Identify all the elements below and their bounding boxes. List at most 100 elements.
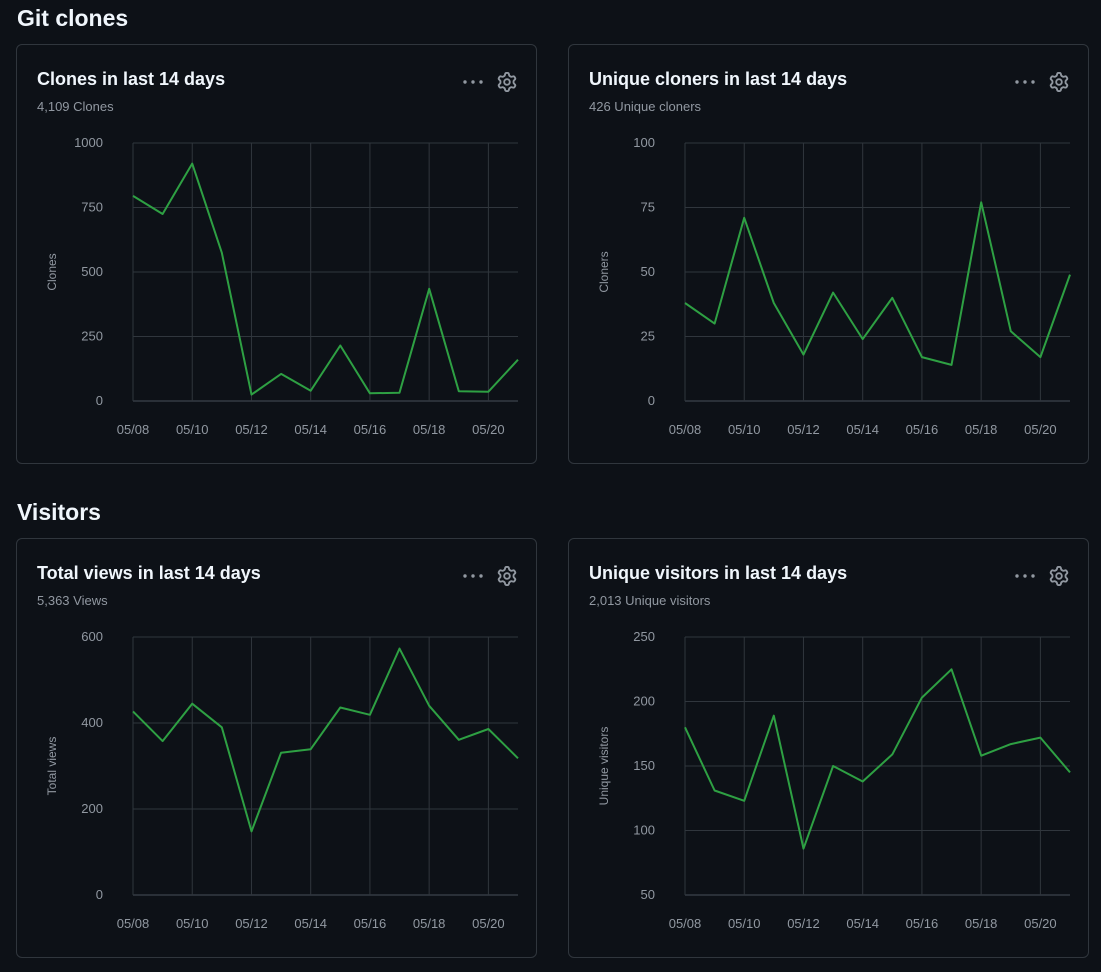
data-point (516, 358, 520, 362)
unique-visitors-card: Unique visitors in last 14 days 2,013 Un… (568, 538, 1089, 958)
gear-icon (497, 566, 517, 586)
x-tick-label: 05/12 (787, 422, 820, 437)
data-point (683, 725, 687, 729)
data-point (890, 752, 894, 756)
card-title: Clones in last 14 days (37, 69, 226, 89)
data-point (161, 739, 165, 743)
data-point (861, 337, 865, 341)
card-title: Unique cloners in last 14 days (589, 69, 848, 89)
data-point (950, 363, 954, 367)
data-point (249, 393, 253, 397)
chart-settings-button[interactable] (1046, 563, 1072, 589)
kebab-horizontal-icon (463, 80, 483, 84)
y-tick-label: 150 (633, 758, 655, 773)
series-line (132, 647, 519, 833)
y-tick-label: 25 (641, 329, 655, 344)
data-point (190, 162, 194, 166)
x-tick-label: 05/16 (906, 916, 939, 931)
total-views-card: Total views in last 14 days 5,363 Views … (16, 538, 537, 958)
gear-icon (497, 72, 517, 92)
card-subtitle: 2,013 Unique visitors (589, 593, 711, 608)
data-point (338, 344, 342, 348)
data-point (861, 779, 865, 783)
kebab-horizontal-icon (1015, 574, 1035, 578)
series-line (684, 668, 1071, 850)
data-point (1009, 742, 1013, 746)
data-point (801, 353, 805, 357)
chart-settings-button[interactable] (1046, 69, 1072, 95)
data-point (279, 372, 283, 376)
data-point (772, 714, 776, 718)
x-tick-label: 05/14 (294, 916, 327, 931)
series-line (132, 162, 519, 396)
data-point (713, 322, 717, 326)
y-tick-label: 400 (81, 715, 103, 730)
data-point (831, 291, 835, 295)
x-tick-label: 05/08 (117, 916, 150, 931)
x-tick-label: 05/18 (965, 422, 998, 437)
x-tick-label: 05/14 (846, 422, 879, 437)
data-point (1068, 273, 1072, 277)
unique-cloners-line-chart: 0 25 50 75 100 05/08 05/10 05/12 05/14 05/16 05/18… (597, 135, 1072, 437)
data-point (398, 391, 402, 395)
section-title-visitors: Visitors (17, 499, 101, 525)
data-point (683, 301, 687, 305)
x-tick-label: 05/18 (413, 422, 446, 437)
data-point (801, 847, 805, 851)
gear-icon (1049, 566, 1069, 586)
more-options-button[interactable] (1012, 69, 1038, 95)
y-tick-label: 600 (81, 629, 103, 644)
gear-icon (1049, 72, 1069, 92)
more-options-button[interactable] (1012, 563, 1038, 589)
y-tick-label: 0 (96, 393, 103, 408)
data-point (486, 390, 490, 394)
y-tick-label: 500 (81, 264, 103, 279)
y-tick-label: 100 (633, 823, 655, 838)
data-point (279, 751, 283, 755)
data-point (486, 727, 490, 731)
data-point (516, 756, 520, 760)
x-tick-label: 05/20 (472, 422, 505, 437)
data-point (190, 702, 194, 706)
data-point (772, 301, 776, 305)
unique-visitors-line-chart: 50 100 150 200 250 05/08 05/10 05/12 05/14 05/16 0… (597, 629, 1071, 931)
data-point (220, 251, 224, 255)
x-tick-label: 05/10 (728, 422, 761, 437)
x-tick-label: 05/16 (354, 916, 387, 931)
x-tick-label: 05/12 (235, 916, 268, 931)
data-point (742, 216, 746, 220)
series-line (684, 201, 1071, 366)
card-subtitle: 4,109 Clones (37, 99, 114, 114)
card-subtitle: 5,363 Views (37, 593, 108, 608)
data-point (131, 709, 135, 713)
clones-card: Clones in last 14 days 4,109 Clones 0 250… (16, 44, 537, 464)
data-point (457, 738, 461, 742)
data-point (427, 704, 431, 708)
card-title: Total views in last 14 days (37, 563, 261, 583)
chart-settings-button[interactable] (494, 563, 520, 589)
y-tick-label: 50 (641, 887, 655, 902)
y-axis-label: Clones (45, 253, 59, 290)
chart-settings-button[interactable] (494, 69, 520, 95)
x-tick-label: 05/10 (728, 916, 761, 931)
x-tick-label: 05/20 (472, 916, 505, 931)
more-options-button[interactable] (460, 563, 486, 589)
x-tick-label: 05/10 (176, 916, 209, 931)
y-tick-label: 250 (81, 329, 103, 344)
kebab-horizontal-icon (1015, 80, 1035, 84)
y-tick-label: 100 (633, 135, 655, 150)
data-point (890, 296, 894, 300)
x-tick-label: 05/08 (669, 916, 702, 931)
kebab-horizontal-icon (463, 574, 483, 578)
x-tick-label: 05/20 (1024, 422, 1057, 437)
data-point (338, 706, 342, 710)
x-tick-label: 05/16 (906, 422, 939, 437)
x-tick-label: 05/12 (787, 916, 820, 931)
data-point (920, 355, 924, 359)
more-options-button[interactable] (460, 69, 486, 95)
x-tick-label: 05/20 (1024, 916, 1057, 931)
data-point (309, 747, 313, 751)
data-point (249, 829, 253, 833)
data-point (950, 667, 954, 671)
data-point (161, 212, 165, 216)
